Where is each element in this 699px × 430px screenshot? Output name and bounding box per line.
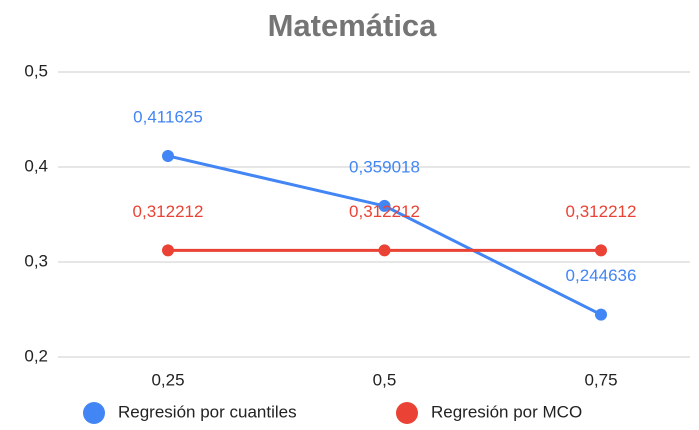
data-label: 0,244636 (566, 266, 637, 285)
data-point (378, 244, 391, 257)
y-tick-label: 0,2 (24, 346, 48, 365)
data-label: 0,359018 (349, 157, 420, 176)
y-tick-label: 0,4 (24, 156, 48, 175)
legend-marker (396, 402, 418, 424)
data-label: 0,312212 (133, 202, 204, 221)
legend-label: Regresión por MCO (431, 402, 582, 421)
y-tick-label: 0,5 (24, 61, 48, 80)
data-point (595, 308, 607, 321)
x-tick-label: 0,5 (373, 370, 397, 389)
data-point (378, 199, 391, 212)
data-point (595, 244, 607, 257)
series-line (167, 154, 602, 316)
data-point (162, 244, 174, 257)
data-point (162, 149, 174, 162)
x-tick-label: 0,75 (584, 370, 617, 389)
legend-label: Regresión por cuantiles (118, 402, 297, 421)
data-label: 0,312212 (566, 202, 637, 221)
data-label: 0,411625 (133, 107, 203, 126)
legend-marker (83, 402, 105, 424)
data-label: 0,312212 (349, 202, 420, 221)
x-tick-label: 0,25 (151, 370, 184, 389)
y-tick-label: 0,3 (24, 251, 48, 270)
chart-title: Matemática (268, 8, 438, 43)
